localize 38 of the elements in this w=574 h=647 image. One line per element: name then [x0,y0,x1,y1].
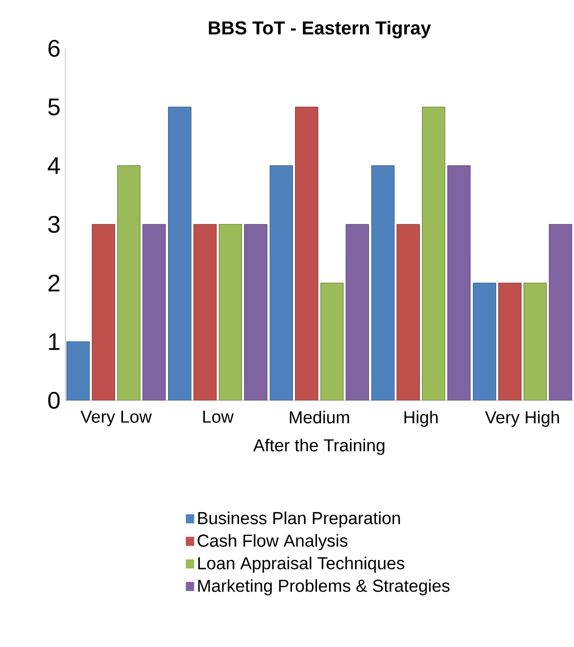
y-tick-label: 2 [48,274,60,292]
bar [270,165,294,400]
bar [346,224,370,400]
bar [244,224,268,400]
y-tick-label: 0 [48,392,60,409]
bar [549,224,572,400]
bar [168,106,192,400]
bar [320,282,344,400]
bar [295,106,318,400]
legend-label: Cash Flow Analysis [198,534,348,550]
y-tick-label: 1 [49,333,60,350]
y-tick-label: 5 [48,98,60,116]
bar [498,282,522,400]
bar [372,165,395,400]
bar [142,224,166,400]
x-axis-title: After the Training [253,438,385,455]
legend-label: Business Plan Preparation [198,512,400,528]
x-tick-label: Low [203,410,234,423]
bar [396,224,420,400]
x-tick-label: Very Low [80,410,152,426]
bar [524,282,547,400]
y-tick-label: 3 [48,216,60,233]
bar [473,282,496,400]
bar [194,224,217,400]
x-tick-label: High [404,410,438,427]
y-tick-label: 4 [48,157,60,174]
legend-label: Loan Appraisal Techniques [198,556,405,573]
bar [422,106,446,400]
bar [117,165,141,400]
legend-label: Marketing Problems & Strategies [198,579,450,596]
x-tick-label: Medium [290,410,350,424]
bar [448,165,471,400]
bar [218,224,242,400]
x-tick-label: Very High [485,410,560,427]
y-tick-label: 6 [48,40,60,57]
bar [66,341,90,400]
bar [92,224,116,400]
chart-title: BBS ToT - Eastern Tigray [209,20,432,38]
